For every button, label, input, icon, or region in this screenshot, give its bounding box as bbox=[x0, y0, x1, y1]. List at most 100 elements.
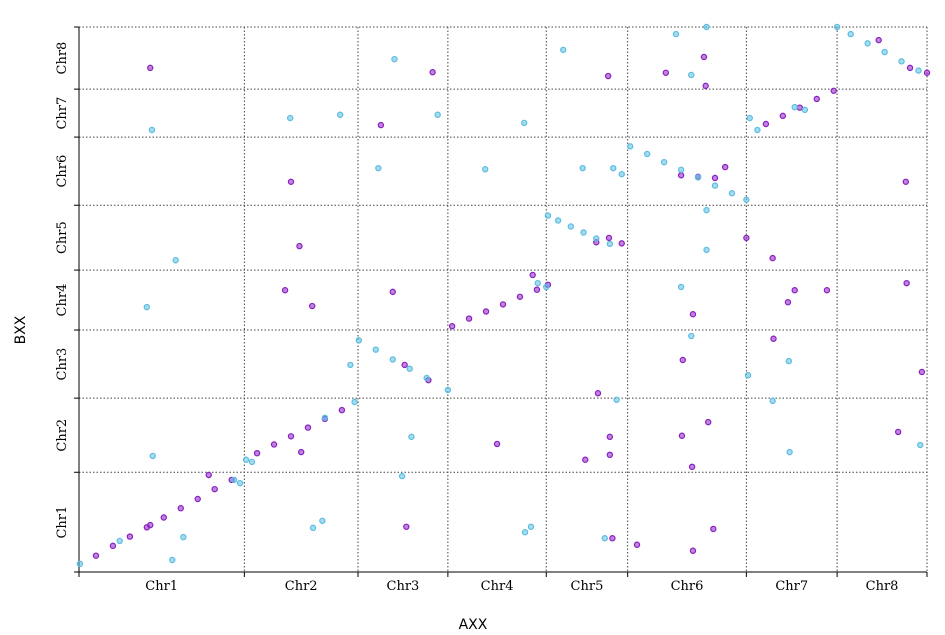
point bbox=[604, 72, 612, 80]
point bbox=[903, 279, 910, 287]
point bbox=[147, 521, 154, 529]
point bbox=[898, 58, 905, 65]
point bbox=[177, 505, 184, 512]
point bbox=[319, 517, 326, 524]
point bbox=[801, 106, 809, 114]
point bbox=[493, 440, 501, 448]
point bbox=[286, 114, 294, 122]
point bbox=[875, 36, 882, 44]
point bbox=[786, 448, 793, 456]
point bbox=[711, 182, 719, 189]
y-tick-label: Chr1 bbox=[55, 506, 70, 539]
point bbox=[579, 164, 586, 172]
point bbox=[143, 303, 151, 311]
point bbox=[702, 82, 709, 90]
point bbox=[762, 120, 770, 128]
point bbox=[527, 523, 535, 530]
point bbox=[785, 357, 792, 365]
point bbox=[351, 398, 358, 406]
point bbox=[444, 386, 452, 394]
point bbox=[601, 535, 608, 542]
point bbox=[627, 143, 634, 150]
y-tick-label: Chr5 bbox=[55, 221, 70, 254]
point bbox=[582, 456, 589, 463]
point bbox=[660, 158, 668, 166]
point bbox=[769, 397, 776, 405]
point bbox=[609, 535, 616, 542]
point bbox=[633, 541, 641, 548]
point bbox=[516, 293, 524, 300]
point bbox=[847, 30, 854, 38]
x-axis-title: AXX bbox=[459, 617, 488, 633]
point bbox=[705, 418, 712, 426]
point bbox=[689, 547, 697, 554]
x-tick-label: Chr4 bbox=[481, 579, 514, 594]
point bbox=[429, 69, 436, 76]
point bbox=[109, 542, 117, 550]
point bbox=[116, 537, 123, 545]
x-tick-label: Chr8 bbox=[866, 579, 899, 594]
point bbox=[743, 196, 750, 203]
x-tick-label: Chr1 bbox=[145, 579, 178, 594]
x-tick-label: Chr2 bbox=[285, 579, 318, 594]
point bbox=[347, 361, 354, 369]
point bbox=[688, 463, 696, 471]
point bbox=[248, 458, 256, 466]
point bbox=[391, 55, 398, 63]
point bbox=[560, 46, 567, 54]
point bbox=[610, 164, 617, 172]
y-tick-label: Chr7 bbox=[55, 97, 70, 130]
point bbox=[917, 441, 924, 449]
point bbox=[791, 287, 798, 294]
point bbox=[643, 150, 651, 158]
point bbox=[406, 365, 413, 372]
point bbox=[482, 308, 490, 315]
point bbox=[688, 71, 695, 79]
point bbox=[521, 119, 528, 127]
point bbox=[423, 374, 430, 382]
point bbox=[915, 67, 922, 74]
point bbox=[281, 287, 289, 294]
point bbox=[543, 283, 550, 291]
point bbox=[694, 174, 702, 181]
point bbox=[389, 356, 396, 363]
point bbox=[236, 479, 244, 487]
y-axis-title: BXX bbox=[13, 315, 29, 344]
point bbox=[534, 279, 541, 287]
x-tick-label: Chr7 bbox=[775, 579, 808, 594]
point bbox=[296, 242, 303, 250]
y-tick-label: Chr2 bbox=[55, 419, 70, 452]
point bbox=[606, 240, 614, 248]
point bbox=[408, 433, 415, 441]
point bbox=[618, 240, 625, 247]
point bbox=[270, 441, 278, 448]
point bbox=[309, 302, 316, 310]
point bbox=[338, 406, 346, 414]
point bbox=[372, 346, 379, 353]
point bbox=[906, 64, 914, 72]
point bbox=[375, 164, 382, 172]
point bbox=[287, 433, 295, 440]
point bbox=[618, 170, 625, 178]
x-tick-label: Chr6 bbox=[671, 579, 704, 594]
point bbox=[672, 30, 680, 38]
point bbox=[613, 396, 620, 403]
point bbox=[710, 525, 717, 533]
point bbox=[744, 372, 752, 379]
point bbox=[304, 424, 312, 431]
y-tick-label: Chr6 bbox=[55, 155, 70, 188]
y-tick-label: Chr8 bbox=[55, 42, 70, 75]
point bbox=[297, 448, 305, 456]
point bbox=[678, 432, 686, 439]
point bbox=[770, 335, 777, 342]
point bbox=[448, 323, 456, 330]
point bbox=[169, 556, 176, 564]
point bbox=[147, 64, 154, 72]
point bbox=[606, 433, 614, 441]
point bbox=[711, 174, 719, 182]
point bbox=[796, 104, 804, 111]
x-tick-label: Chr5 bbox=[571, 579, 604, 594]
point bbox=[894, 428, 902, 436]
